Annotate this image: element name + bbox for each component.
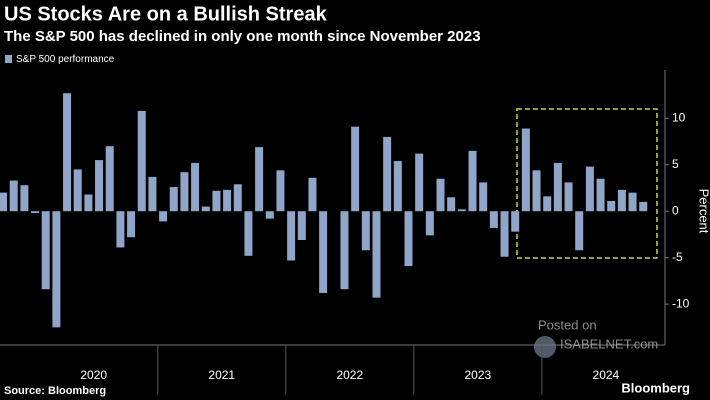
y-tick-label: -5 xyxy=(672,250,683,264)
bar xyxy=(255,147,264,212)
bar xyxy=(639,201,648,212)
bar xyxy=(404,211,413,267)
bar xyxy=(607,200,616,212)
legend-label: S&P 500 performance xyxy=(16,54,115,65)
bar xyxy=(383,136,392,212)
bar xyxy=(63,93,72,212)
bar xyxy=(159,211,168,222)
bar xyxy=(265,211,274,219)
bar xyxy=(617,189,626,212)
bar xyxy=(212,190,221,212)
bar xyxy=(511,211,520,232)
bar xyxy=(201,206,210,212)
bar xyxy=(479,182,488,212)
bar xyxy=(223,189,232,212)
bar xyxy=(415,153,424,212)
bar xyxy=(41,211,50,290)
bar xyxy=(585,166,594,212)
bar xyxy=(276,170,285,212)
y-tick-label: -10 xyxy=(672,296,690,310)
legend-swatch xyxy=(5,55,12,63)
bar xyxy=(628,192,637,212)
y-axis-label: Percent xyxy=(697,189,710,234)
bar xyxy=(553,162,562,212)
y-tick-label: 10 xyxy=(672,110,686,124)
bar xyxy=(575,211,584,251)
bar xyxy=(191,162,200,212)
bar xyxy=(436,178,445,212)
bar xyxy=(73,169,82,212)
chart-title: US Stocks Are on a Bullish Streak xyxy=(4,3,328,25)
watermark: Posted on ISABELNET.com xyxy=(534,317,658,358)
watermark-line: ISABELNET.com xyxy=(560,336,658,351)
bar xyxy=(148,176,157,212)
bar xyxy=(84,194,93,212)
bar xyxy=(116,211,125,248)
chart-subtitle: The S&P 500 has declined in only one mon… xyxy=(4,28,481,45)
bar xyxy=(233,184,242,212)
watermark-line: Posted on xyxy=(538,317,597,332)
bar xyxy=(137,110,146,212)
bar xyxy=(52,211,61,328)
bar xyxy=(127,211,136,238)
source: Source: Bloomberg xyxy=(4,385,106,397)
bar xyxy=(500,211,509,257)
bar xyxy=(393,161,402,212)
y-tick-label: 5 xyxy=(672,157,679,171)
bar xyxy=(287,211,296,261)
bar xyxy=(457,209,466,212)
bar xyxy=(169,187,178,212)
bar xyxy=(543,196,552,212)
brand: Bloomberg xyxy=(621,380,690,395)
bar xyxy=(244,211,253,256)
bar xyxy=(0,192,8,212)
bar xyxy=(521,128,530,212)
bar xyxy=(596,178,605,212)
bar xyxy=(564,182,573,212)
bar xyxy=(20,185,29,212)
bar xyxy=(372,211,381,298)
bar xyxy=(308,177,317,212)
bar xyxy=(489,211,498,228)
bar xyxy=(105,146,114,212)
x-tick-label: 2022 xyxy=(336,368,363,382)
bar xyxy=(319,211,328,293)
x-tick-label: 2024 xyxy=(593,368,620,382)
bar xyxy=(297,211,306,241)
x-tick-label: 2021 xyxy=(208,368,235,382)
x-tick-label: 2020 xyxy=(80,368,107,382)
bar xyxy=(351,126,360,212)
bar xyxy=(31,211,40,214)
bar xyxy=(425,211,434,236)
x-tick-label: 2023 xyxy=(464,368,491,382)
bar xyxy=(447,197,456,212)
bar xyxy=(361,211,370,251)
y-tick-label: 0 xyxy=(672,203,679,217)
bar xyxy=(95,160,104,212)
bar xyxy=(468,150,477,212)
watermark-logo xyxy=(534,336,556,358)
bar xyxy=(180,172,189,212)
bar xyxy=(340,211,349,290)
bar xyxy=(532,170,541,212)
bar xyxy=(9,180,18,212)
